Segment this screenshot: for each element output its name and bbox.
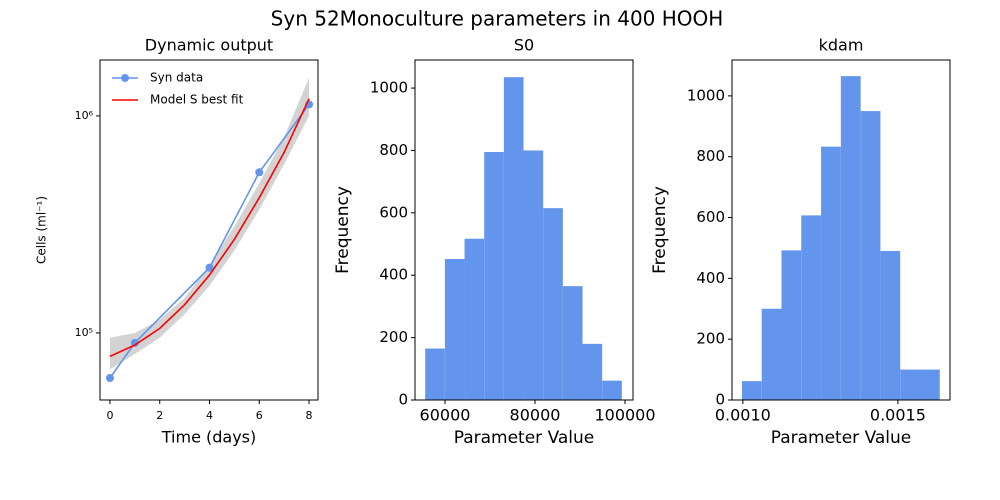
series-line [109,98,310,358]
y-axis-label: Frequency [333,186,353,274]
x-tick-label: 0.0015 [870,406,926,425]
histogram-bar [582,343,603,400]
y-tick-label: 800 [379,141,408,159]
x-tick-label: 8 [306,409,313,422]
x-tick-label: 2 [156,409,163,422]
y-tick-label: 10⁵ [75,326,93,339]
panel-title: kdam [819,36,864,55]
x-tick-label: 0.0010 [715,406,771,425]
y-tick-label: 1000 [370,79,408,97]
data-point [105,374,114,383]
y-tick-label: 10⁶ [75,109,94,122]
series-line [109,103,310,379]
histogram-bar [821,146,841,400]
histogram-bar [543,208,563,400]
histogram-bar [741,381,762,400]
y-tick-label: 600 [379,203,408,221]
x-tick-label: 60000 [420,406,471,425]
histogram-bar [503,77,524,401]
y-tick-label: 400 [696,269,725,287]
histogram-bar [880,250,901,400]
x-tick-label: 80000 [510,406,561,425]
y-tick-label: 400 [379,266,408,284]
panel-title: S0 [514,36,534,55]
histogram-bar [562,286,583,400]
histogram-bar [900,369,920,400]
x-axis-label: Parameter Value [771,428,912,448]
y-tick-label: 200 [379,328,408,346]
legend-marker [121,74,129,82]
histogram-bar [919,369,940,400]
histogram-bar [523,150,544,400]
histogram-bar [840,76,861,400]
x-tick-label: 4 [206,409,213,422]
figure-title: Syn 52Monoculture parameters in 400 HOOH [271,7,724,31]
axes-frame [414,59,634,401]
histogram-bar [444,259,465,400]
histogram-bar [781,250,802,400]
y-tick-label: 0 [398,391,408,409]
legend-label: Model S best fit [150,93,244,107]
histogram-bar [761,308,782,400]
histogram-bar [602,380,622,400]
x-tick-label: 100000 [594,406,655,425]
histogram-bar [484,152,504,400]
y-tick-label: 200 [696,330,725,348]
x-tick-label: 6 [256,409,263,422]
histogram-bar [801,215,822,400]
panel-title: Dynamic output [145,36,273,55]
ensemble-band [109,77,310,370]
y-axis-label: Cells (ml⁻¹) [35,196,49,264]
x-axis-label: Time (days) [161,428,257,447]
axes-frame [99,59,319,401]
y-tick-label: 600 [696,208,725,226]
histogram-bar [464,238,485,400]
histogram-bar [425,348,445,400]
data-point [130,338,139,347]
data-point [255,168,264,177]
y-tick-label: 0 [715,391,725,409]
y-tick-label: 1000 [687,86,725,104]
legend-label: Syn data [150,71,203,85]
x-axis-label: Parameter Value [454,428,595,448]
data-point [205,263,214,272]
x-tick-label: 0 [106,409,113,422]
histogram-bar [860,111,881,400]
y-tick-label: 800 [696,147,725,165]
y-axis-label: Frequency [650,186,670,274]
axes-frame [731,59,951,401]
